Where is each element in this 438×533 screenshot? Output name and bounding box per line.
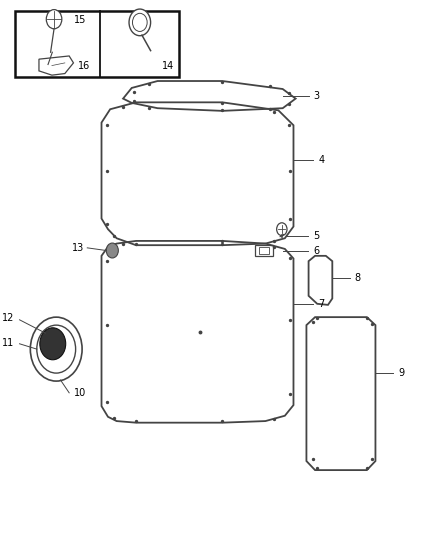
Text: 4: 4 [318, 155, 324, 165]
Circle shape [46, 10, 62, 29]
Bar [259, 247, 269, 254]
Circle shape [129, 9, 151, 36]
Text: 13: 13 [72, 243, 84, 253]
Bar [15, 11, 179, 77]
Text: 3: 3 [314, 91, 320, 101]
Text: 14: 14 [162, 61, 174, 70]
Text: 10: 10 [74, 388, 87, 398]
Circle shape [106, 243, 118, 258]
Circle shape [40, 328, 66, 360]
Text: 6: 6 [313, 246, 319, 255]
Bar [255, 245, 273, 256]
Text: 9: 9 [398, 368, 404, 378]
Circle shape [132, 13, 147, 31]
Circle shape [37, 325, 76, 373]
Text: 16: 16 [78, 61, 90, 70]
Text: 11: 11 [2, 338, 14, 348]
Circle shape [277, 223, 287, 236]
Text: 15: 15 [74, 15, 86, 25]
Circle shape [30, 317, 82, 381]
Text: 8: 8 [355, 273, 361, 283]
Text: 5: 5 [313, 231, 319, 240]
Text: 7: 7 [318, 299, 324, 309]
Text: 12: 12 [2, 313, 14, 323]
